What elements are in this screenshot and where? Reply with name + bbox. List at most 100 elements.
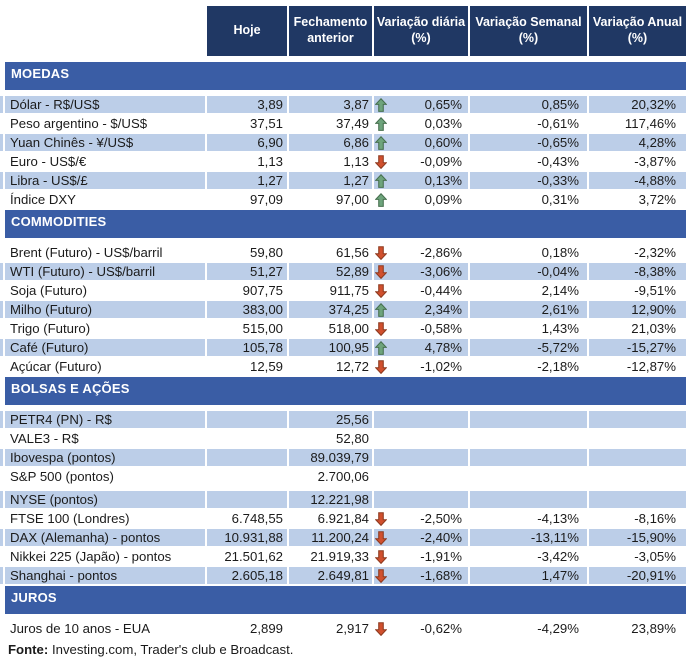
cell-variacao-semanal: -4,29%: [470, 620, 587, 637]
row-label: Nikkei 225 (Japão) - pontos: [5, 548, 205, 565]
cell-fechamento: 2,917: [289, 620, 372, 637]
variacao-diaria-value: -2,50%: [420, 511, 462, 526]
trend-indicator: [375, 340, 387, 355]
cell-variacao-anual: 4,28%: [589, 134, 686, 151]
cell-variacao-anual: [589, 430, 686, 447]
trend-indicator: [375, 173, 387, 188]
row-label: NYSE (pontos): [5, 491, 205, 508]
variacao-diaria-value: -2,40%: [420, 530, 462, 545]
header-spacer-sliver: [0, 6, 3, 56]
row-label: S&P 500 (pontos): [5, 468, 205, 485]
row-label: Ibovespa (pontos): [5, 449, 205, 466]
column-header-variacao-semanal: Variação Semanal (%): [470, 6, 587, 56]
table-row-vale3-r: VALE3 - R$ 52,80: [0, 430, 686, 447]
cell-variacao-anual: [589, 468, 686, 485]
table-row-euro-us: Euro - US$/€ 1,13 1,13 -0,09% -0,43% -3,87%: [0, 153, 686, 170]
down-arrow-icon: [375, 154, 387, 169]
cell-variacao-anual: 117,46%: [589, 115, 686, 132]
cell-hoje: 59,80: [207, 244, 287, 261]
row-label: Açúcar (Futuro): [5, 358, 205, 375]
cell-variacao-anual: [589, 491, 686, 508]
cell-hoje: [207, 411, 287, 428]
cell-hoje: 21.501,62: [207, 548, 287, 565]
trend-indicator: [375, 192, 387, 207]
down-arrow-icon: [375, 568, 387, 583]
cell-variacao-anual: -3,87%: [589, 153, 686, 170]
cell-variacao-diaria: [374, 430, 468, 447]
cell-variacao-semanal: [470, 491, 587, 508]
column-header-hoje: Hoje: [207, 6, 287, 56]
cell-fechamento: 61,56: [289, 244, 372, 261]
table-body: MOEDAS Dólar - R$/US$ 3,89 3,87 0,65% 0,85% 20…: [0, 62, 686, 637]
row-edge-sliver: [0, 172, 3, 189]
cell-fechamento: 11.200,24: [289, 529, 372, 546]
source-note-label: Fonte:: [8, 642, 49, 657]
row-label: Yuan Chinês - ¥/US$: [5, 134, 205, 151]
cell-hoje: 2,899: [207, 620, 287, 637]
table-row-petr4-pn-r: PETR4 (PN) - R$ 25,56: [0, 411, 686, 428]
down-arrow-icon: [375, 359, 387, 374]
cell-hoje: 97,09: [207, 191, 287, 208]
trend-indicator: [375, 154, 387, 169]
cell-hoje: 3,89: [207, 96, 287, 113]
row-edge-sliver: [0, 115, 3, 132]
row-edge-sliver: [0, 320, 3, 337]
cell-variacao-anual: -4,88%: [589, 172, 686, 189]
row-label: DAX (Alemanha) - pontos: [5, 529, 205, 546]
trend-indicator: [375, 264, 387, 279]
table-row-milho-futuro: Milho (Futuro) 383,00 374,25 2,34% 2,61% 12,9…: [0, 301, 686, 318]
cell-fechamento: 89.039,79: [289, 449, 372, 466]
down-arrow-icon: [375, 245, 387, 260]
row-edge-sliver: [0, 96, 3, 113]
cell-variacao-anual: -20,91%: [589, 567, 686, 584]
cell-fechamento: 911,75: [289, 282, 372, 299]
down-arrow-icon: [375, 283, 387, 298]
table-row-trigo-futuro: Trigo (Futuro) 515,00 518,00 -0,58% 1,43% 21,…: [0, 320, 686, 337]
section-header-bolsas-e-acoes: BOLSAS E AÇÕES: [5, 377, 686, 405]
cell-hoje: 12,59: [207, 358, 287, 375]
cell-variacao-diaria: -0,58%: [374, 320, 468, 337]
row-label: Café (Futuro): [5, 339, 205, 356]
cell-variacao-semanal: -0,43%: [470, 153, 587, 170]
cell-variacao-semanal: -0,61%: [470, 115, 587, 132]
cell-hoje: [207, 430, 287, 447]
row-label: Peso argentino - $/US$: [5, 115, 205, 132]
cell-variacao-diaria: [374, 468, 468, 485]
header-spacer-label: [5, 6, 205, 56]
cell-variacao-semanal: 0,18%: [470, 244, 587, 261]
row-label: Juros de 10 anos - EUA: [5, 620, 205, 637]
cell-variacao-diaria: -2,86%: [374, 244, 468, 261]
cell-hoje: 10.931,88: [207, 529, 287, 546]
table-row-indice-dxy: Índice DXY 97,09 97,00 0,09% 0,31% 3,72%: [0, 191, 686, 208]
cell-variacao-anual: -15,27%: [589, 339, 686, 356]
table-row-s-p-500-pontos: S&P 500 (pontos) 2.700,06: [0, 468, 686, 485]
row-edge-sliver: [0, 468, 3, 485]
section-sliver: [0, 377, 3, 405]
trend-indicator: [375, 135, 387, 150]
variacao-diaria-value: 0,09%: [424, 192, 462, 207]
cell-variacao-diaria: [374, 449, 468, 466]
cell-variacao-semanal: -0,65%: [470, 134, 587, 151]
variacao-diaria-value: 4,78%: [424, 340, 462, 355]
cell-variacao-semanal: [470, 411, 587, 428]
table-row-nyse-pontos: NYSE (pontos) 12.221,98: [0, 491, 686, 508]
up-arrow-icon: [375, 97, 387, 112]
table-header-row: Hoje Fechamento anterior Variação diária…: [0, 6, 686, 56]
trend-indicator: [375, 359, 387, 374]
trend-indicator: [375, 511, 387, 526]
table-row-acucar-futuro: Açúcar (Futuro) 12,59 12,72 -1,02% -2,18% -12…: [0, 358, 686, 375]
cell-variacao-diaria: -1,91%: [374, 548, 468, 565]
cell-hoje: 2.605,18: [207, 567, 287, 584]
cell-variacao-diaria: 0,13%: [374, 172, 468, 189]
trend-indicator: [375, 621, 387, 636]
trend-indicator: [375, 245, 387, 260]
cell-variacao-anual: 21,03%: [589, 320, 686, 337]
cell-variacao-diaria: -1,02%: [374, 358, 468, 375]
variacao-diaria-value: 2,34%: [424, 302, 462, 317]
cell-hoje: 1,27: [207, 172, 287, 189]
trend-indicator: [375, 568, 387, 583]
cell-variacao-anual: 23,89%: [589, 620, 686, 637]
cell-fechamento: 3,87: [289, 96, 372, 113]
cell-fechamento: 2.700,06: [289, 468, 372, 485]
